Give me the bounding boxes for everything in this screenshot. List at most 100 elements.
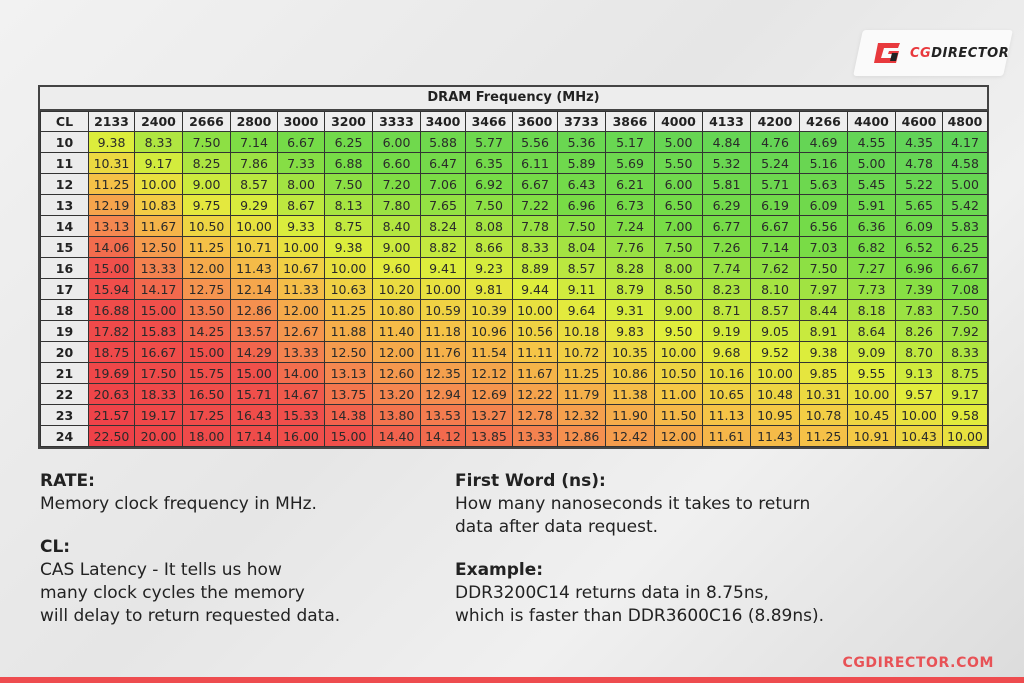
latency-cell: 9.00 (372, 236, 421, 258)
cl-column-header: CL (40, 111, 89, 132)
cl-value: 22 (40, 383, 89, 405)
latency-cell: 8.23 (702, 278, 751, 300)
latency-cell: 9.38 (799, 341, 848, 363)
latency-cell: 16.43 (230, 404, 278, 426)
latency-cell: 12.94 (420, 383, 466, 405)
latency-cell: 6.67 (512, 173, 558, 195)
latency-cell: 11.79 (557, 383, 606, 405)
table-row: 19 17.82 15.83 14.25 13.57 12.67 11.88 11.40 11.… (40, 320, 988, 342)
latency-cell: 9.81 (465, 278, 513, 300)
latency-cell: 9.60 (372, 257, 421, 279)
frequency-header: 3600 (512, 111, 558, 132)
latency-cell: 12.86 (230, 299, 278, 321)
latency-cell: 4.35 (895, 131, 943, 153)
latency-cell: 10.91 (847, 425, 896, 447)
cl-value: 16 (40, 257, 89, 279)
latency-cell: 12.19 (88, 194, 135, 216)
latency-cell: 10.18 (557, 320, 606, 342)
latency-cell: 17.50 (134, 362, 183, 384)
latency-cell: 11.54 (465, 341, 513, 363)
latency-cell: 8.33 (942, 341, 988, 363)
latency-cell: 12.35 (420, 362, 466, 384)
latency-cell: 10.96 (465, 320, 513, 342)
latency-cell: 12.42 (605, 425, 655, 447)
latency-cell: 11.61 (702, 425, 751, 447)
latency-cell: 6.36 (847, 215, 896, 237)
latency-cell: 6.35 (465, 152, 513, 174)
notes-right: First Word (ns): How many nanoseconds it… (455, 470, 925, 628)
latency-cell: 10.67 (277, 257, 325, 279)
cl-value: 11 (40, 152, 89, 174)
latency-cell: 19.17 (134, 404, 183, 426)
latency-cell: 10.20 (372, 278, 421, 300)
latency-cell: 9.38 (88, 131, 135, 153)
latency-cell: 5.69 (605, 152, 655, 174)
latency-cell: 15.83 (134, 320, 183, 342)
latency-cell: 6.67 (277, 131, 325, 153)
latency-cell: 16.88 (88, 299, 135, 321)
latency-cell: 6.19 (750, 194, 800, 216)
latency-cell: 8.50 (654, 278, 703, 300)
latency-cell: 10.00 (847, 383, 896, 405)
latency-cell: 7.14 (750, 236, 800, 258)
latency-cell: 8.71 (702, 299, 751, 321)
latency-cell: 8.00 (277, 173, 325, 195)
latency-cell: 12.12 (465, 362, 513, 384)
first-word-text-line1: How many nanoseconds it takes to return (455, 494, 811, 514)
latency-cell: 11.76 (420, 341, 466, 363)
latency-cell: 7.97 (799, 278, 848, 300)
cgdirector-logo-icon (872, 41, 904, 65)
latency-cell: 13.33 (277, 341, 325, 363)
latency-cell: 6.09 (799, 194, 848, 216)
table-row: 15 14.06 12.50 11.25 10.71 10.00 9.38 9.00 8.82 8… (40, 236, 988, 258)
latency-cell: 17.25 (182, 404, 231, 426)
latency-cell: 6.67 (750, 215, 800, 237)
latency-cell: 14.40 (372, 425, 421, 447)
latency-cell: 5.16 (799, 152, 848, 174)
latency-cell: 18.33 (134, 383, 183, 405)
latency-cell: 10.00 (512, 299, 558, 321)
latency-cell: 15.33 (277, 404, 325, 426)
latency-cell: 8.70 (895, 341, 943, 363)
latency-cell: 4.17 (942, 131, 988, 153)
latency-cell: 6.52 (895, 236, 943, 258)
frequency-header: 3400 (420, 111, 466, 132)
latency-cell: 7.62 (750, 257, 800, 279)
latency-cell: 7.06 (420, 173, 466, 195)
latency-cell: 14.25 (182, 320, 231, 342)
table-row: 17 15.94 14.17 12.75 12.14 11.33 10.63 10.20 10.… (40, 278, 988, 300)
cl-value: 20 (40, 341, 89, 363)
latency-cell: 11.88 (324, 320, 373, 342)
latency-cell: 11.67 (512, 362, 558, 384)
latency-cell: 6.88 (324, 152, 373, 174)
latency-cell: 13.85 (465, 425, 513, 447)
latency-cell: 4.78 (895, 152, 943, 174)
latency-cell: 10.45 (847, 404, 896, 426)
latency-cell: 9.17 (942, 383, 988, 405)
frequency-header: 3000 (277, 111, 325, 132)
latency-cell: 11.25 (88, 173, 135, 195)
latency-cell: 9.58 (942, 404, 988, 426)
latency-cell: 9.29 (230, 194, 278, 216)
latency-cell: 5.63 (799, 173, 848, 195)
cl-value: 18 (40, 299, 89, 321)
latency-cell: 19.69 (88, 362, 135, 384)
table-row: 22 20.63 18.33 16.50 15.71 14.67 13.75 13.20 12.… (40, 383, 988, 405)
cl-value: 23 (40, 404, 89, 426)
latency-cell: 12.50 (324, 341, 373, 363)
latency-cell: 6.73 (605, 194, 655, 216)
latency-cell: 10.50 (654, 362, 703, 384)
latency-cell: 7.39 (895, 278, 943, 300)
latency-cell: 10.63 (324, 278, 373, 300)
latency-cell: 5.17 (605, 131, 655, 153)
latency-cell: 5.77 (465, 131, 513, 153)
latency-cell: 8.79 (605, 278, 655, 300)
latency-cell: 9.68 (702, 341, 751, 363)
latency-cell: 7.80 (372, 194, 421, 216)
latency-cell: 15.00 (134, 299, 183, 321)
cl-value: 14 (40, 215, 89, 237)
latency-cell: 12.22 (512, 383, 558, 405)
latency-cell: 8.91 (799, 320, 848, 342)
latency-cell: 8.00 (654, 257, 703, 279)
frequency-header: 4000 (654, 111, 703, 132)
